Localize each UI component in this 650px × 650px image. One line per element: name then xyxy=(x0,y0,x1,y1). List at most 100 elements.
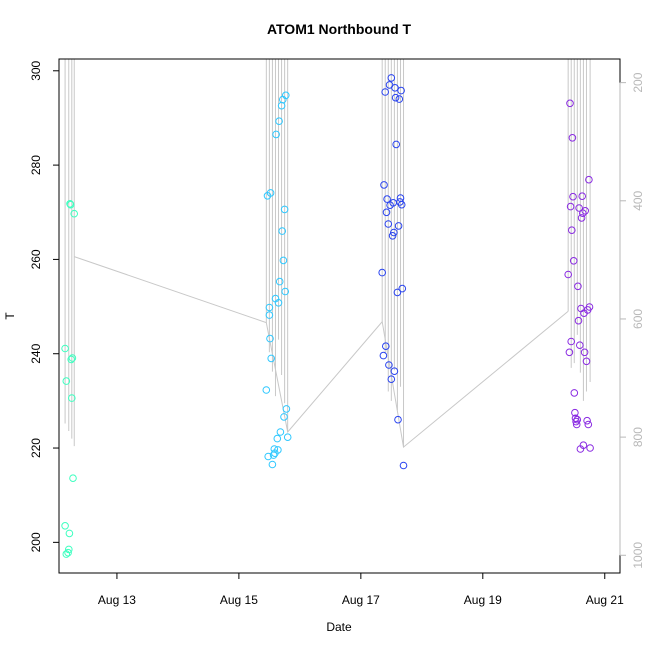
data-point xyxy=(571,408,579,417)
data-point xyxy=(586,444,594,452)
x-tick-label: Aug 19 xyxy=(464,593,502,607)
data-point xyxy=(387,375,396,384)
data-point xyxy=(266,189,275,197)
data-point xyxy=(62,377,71,385)
data-point xyxy=(385,361,393,369)
data-point xyxy=(394,222,403,230)
data-point xyxy=(281,287,290,296)
data-point xyxy=(280,205,289,214)
data-point xyxy=(568,226,576,234)
data-point xyxy=(569,257,578,265)
data-point xyxy=(262,386,271,394)
data-point xyxy=(569,192,577,201)
data-point xyxy=(576,341,584,350)
data-point xyxy=(272,130,280,139)
data-point xyxy=(70,209,78,218)
data-point xyxy=(580,348,589,357)
data-point xyxy=(395,95,404,103)
x-axis: Aug 13 Aug 15 Aug 17 Aug 19 Aug 21 xyxy=(98,572,624,607)
data-point xyxy=(579,209,587,217)
data-point xyxy=(65,545,73,554)
data-point xyxy=(578,192,587,200)
data-point xyxy=(387,74,396,82)
chart-title: ATOM1 Northbound T xyxy=(267,21,412,37)
y-tick-label: 300 xyxy=(29,60,43,80)
data-point xyxy=(66,200,74,208)
data-point xyxy=(61,522,69,530)
data-point xyxy=(392,140,401,149)
data-point xyxy=(585,175,593,184)
y-tick-label: 280 xyxy=(29,155,43,175)
data-point xyxy=(397,200,406,209)
data-point xyxy=(570,389,579,397)
data-point xyxy=(572,420,581,429)
data-point xyxy=(382,208,391,217)
y-tick-label: 260 xyxy=(29,249,43,269)
right-tick-label: 600 xyxy=(631,309,645,329)
data-point xyxy=(275,277,284,286)
data-point xyxy=(390,367,399,376)
data-point xyxy=(585,303,594,311)
data-point xyxy=(581,207,590,215)
data-point xyxy=(283,433,292,442)
data-point xyxy=(383,195,391,203)
data-point xyxy=(268,460,277,469)
data-point xyxy=(584,420,593,429)
data-point xyxy=(382,342,390,351)
y-tick-label: 240 xyxy=(29,343,43,363)
data-point xyxy=(566,202,575,211)
data-point xyxy=(567,337,576,346)
data-point xyxy=(564,270,573,279)
data-point xyxy=(394,415,402,424)
right-tick-label: 400 xyxy=(631,190,645,210)
data-point xyxy=(583,416,591,425)
y-axis-label: T xyxy=(3,312,17,320)
y-axis: 200 220 240 260 280 300 xyxy=(29,60,60,552)
data-point xyxy=(397,86,405,95)
right-tick-label: 800 xyxy=(631,427,645,447)
right-axis: 200 400 600 800 1000 xyxy=(619,72,645,569)
data-point xyxy=(282,405,291,413)
data-point xyxy=(66,200,75,209)
plot-frame xyxy=(58,58,621,574)
data-point xyxy=(282,91,290,100)
data-point xyxy=(391,84,399,92)
data-point xyxy=(573,415,582,424)
data-point xyxy=(278,227,287,235)
data-point xyxy=(69,474,77,483)
data-point xyxy=(575,204,583,212)
x-tick-label: Aug 15 xyxy=(220,593,258,607)
data-point xyxy=(577,214,586,222)
data-point xyxy=(275,117,283,125)
data-point xyxy=(379,351,388,360)
data-point xyxy=(280,413,288,421)
data-point xyxy=(566,99,574,108)
data-point xyxy=(279,256,288,265)
x-tick-label: Aug 17 xyxy=(342,593,380,607)
data-point xyxy=(265,303,274,312)
data-point xyxy=(378,268,387,277)
x-tick-label: Aug 13 xyxy=(98,593,136,607)
data-point xyxy=(273,434,282,443)
data-point xyxy=(64,548,72,557)
data-point xyxy=(398,284,407,293)
data-point xyxy=(582,357,591,366)
data-point xyxy=(265,311,274,319)
data-point xyxy=(68,394,76,402)
data-point xyxy=(399,461,408,470)
data-point xyxy=(380,181,388,189)
data-point xyxy=(67,355,75,364)
data-point xyxy=(574,282,582,291)
data-point xyxy=(384,220,393,228)
data-point xyxy=(574,316,583,325)
data-point xyxy=(274,446,282,454)
y-tick-label: 200 xyxy=(29,532,43,552)
data-point xyxy=(276,428,285,436)
data-point xyxy=(267,354,276,363)
x-tick-label: Aug 21 xyxy=(586,593,624,607)
data-point xyxy=(565,348,574,357)
right-tick-label: 200 xyxy=(631,72,645,92)
y-tick-label: 220 xyxy=(29,438,43,458)
x-axis-label: Date xyxy=(326,620,352,634)
